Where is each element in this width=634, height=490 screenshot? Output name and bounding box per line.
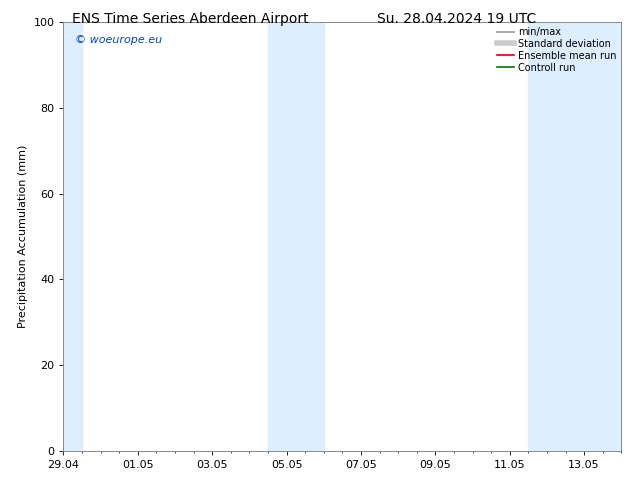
- Text: © woeurope.eu: © woeurope.eu: [75, 35, 162, 45]
- Text: Su. 28.04.2024 19 UTC: Su. 28.04.2024 19 UTC: [377, 12, 536, 26]
- Bar: [528, 22, 621, 451]
- Y-axis label: Precipitation Accumulation (mm): Precipitation Accumulation (mm): [18, 145, 28, 328]
- Legend: min/max, Standard deviation, Ensemble mean run, Controll run: min/max, Standard deviation, Ensemble me…: [494, 24, 619, 75]
- Text: ENS Time Series Aberdeen Airport: ENS Time Series Aberdeen Airport: [72, 12, 309, 26]
- Bar: [63, 22, 82, 451]
- Bar: [268, 22, 324, 451]
